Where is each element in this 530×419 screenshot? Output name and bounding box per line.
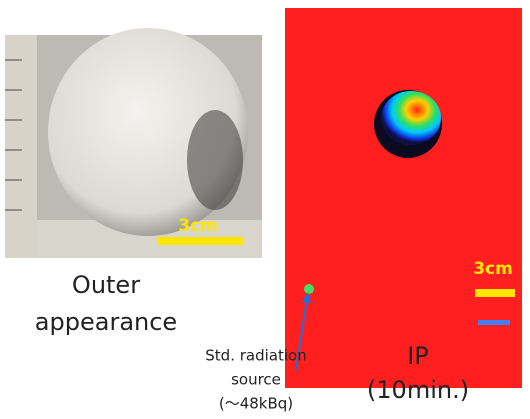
caption: (10min.) — [367, 376, 469, 404]
caption: appearance — [35, 308, 177, 336]
caption: Outer — [72, 271, 140, 299]
figure: 3cm Outer appearance 3cm Std. radiation … — [0, 0, 530, 419]
scale-label: 3cm — [178, 216, 218, 236]
photo: 3cm — [5, 28, 262, 258]
ip-image: 3cm — [285, 8, 522, 388]
source-label: source — [231, 371, 281, 389]
source-label: (～48kBq) — [219, 395, 293, 413]
caption: IP — [407, 342, 429, 370]
scale-label: 3cm — [473, 259, 513, 279]
source-label: Std. radiation — [205, 347, 306, 365]
